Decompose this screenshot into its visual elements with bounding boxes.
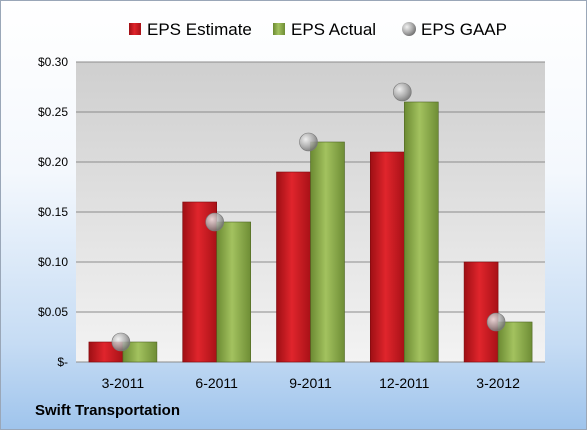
y-tick-label: $0.15 [38, 205, 68, 219]
bar-eps-actual [310, 141, 345, 363]
x-tick-label: 12-2011 [379, 375, 430, 391]
legend-swatch [402, 22, 416, 36]
legend-label: EPS Estimate [147, 20, 252, 39]
y-tick-label: $0.25 [38, 105, 68, 119]
bar-eps-actual [216, 221, 251, 363]
y-tick-label: $0.05 [38, 305, 68, 319]
marker-eps-gaap [392, 82, 412, 102]
bar-eps-actual [122, 341, 158, 363]
y-tick-label: $- [57, 355, 68, 369]
x-tick-label: 9-2011 [289, 375, 332, 391]
bar-eps-estimate [276, 171, 311, 363]
x-tick-label: 6-2011 [195, 375, 238, 391]
y-tick-label: $0.20 [38, 155, 68, 169]
marker-eps-gaap [205, 212, 224, 232]
marker-eps-gaap [111, 332, 131, 352]
marker-eps-gaap [486, 312, 506, 332]
x-tick-label: 3-2012 [476, 375, 520, 391]
x-tick-label: 3-2011 [102, 375, 145, 391]
bar-eps-actual [497, 321, 533, 363]
y-tick-label: $0.30 [38, 55, 68, 69]
legend-label: EPS Actual [291, 20, 376, 39]
legend-label: EPS GAAP [421, 20, 507, 39]
bar-eps-estimate [369, 151, 405, 363]
marker-eps-gaap [299, 132, 318, 152]
company-name: Swift Transportation [35, 402, 181, 419]
bar-eps-estimate [463, 261, 499, 363]
bar-eps-actual [403, 101, 439, 363]
legend-swatch [129, 23, 141, 35]
y-tick-label: $0.10 [38, 255, 68, 269]
legend-swatch [273, 23, 285, 35]
